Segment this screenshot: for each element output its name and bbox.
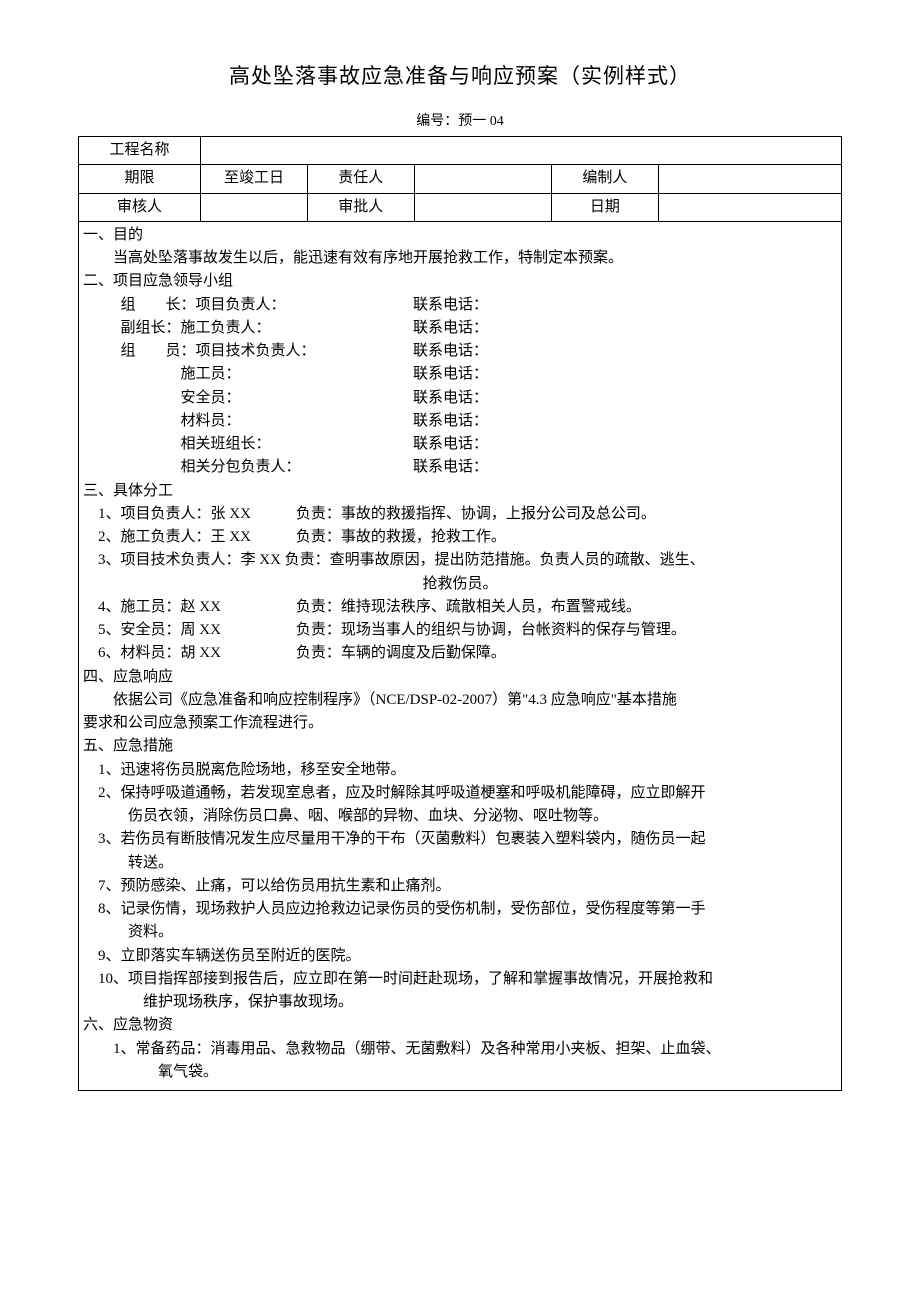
date-label: 日期 bbox=[552, 193, 659, 221]
author-label: 编制人 bbox=[552, 165, 659, 193]
document-title: 高处坠落事故应急准备与响应预案（实例样式） bbox=[78, 60, 842, 93]
role-title: 施工员： bbox=[83, 363, 413, 386]
role-title: 组 长：项目负责人： bbox=[83, 294, 413, 317]
period-label: 期限 bbox=[79, 165, 201, 193]
responsible-label: 责任人 bbox=[307, 165, 414, 193]
section-heading: 三、具体分工 bbox=[83, 480, 837, 503]
measure-item-cont: 转送。 bbox=[83, 852, 837, 875]
measure-item: 7、预防感染、止痛，可以给伤员用抗生素和止痛剂。 bbox=[83, 875, 837, 898]
section-heading: 一、目的 bbox=[83, 224, 837, 247]
measure-item: 8、记录伤情，现场救护人员应边抢救边记录伤员的受伤机制，受伤部位，受伤程度等第一… bbox=[83, 898, 837, 921]
role-line: 相关分包负责人：联系电话： bbox=[83, 456, 837, 479]
role-line: 安全员：联系电话： bbox=[83, 387, 837, 410]
role-line: 组 长：项目负责人：联系电话： bbox=[83, 294, 837, 317]
measure-item: 9、立即落实车辆送伤员至附近的医院。 bbox=[83, 945, 837, 968]
role-line: 施工员：联系电话： bbox=[83, 363, 837, 386]
role-title: 副组长：施工负责人： bbox=[83, 317, 413, 340]
content-area: 一、目的 当高处坠落事故发生以后，能迅速有效有序地开展抢救工作，特制定本预案。 … bbox=[78, 222, 842, 1091]
duty-line: 6、材料员：胡 XX 负责：车辆的调度及后勤保障。 bbox=[83, 642, 837, 665]
period-to-cell: 至竣工日 bbox=[201, 165, 308, 193]
body-text: 依据公司《应急准备和响应控制程序》（NCE/DSP-02-2007）第"4.3 … bbox=[83, 689, 837, 712]
table-row: 审核人 审批人 日期 bbox=[79, 193, 842, 221]
role-phone: 联系电话： bbox=[413, 317, 488, 340]
measure-item: 10、项目指挥部接到报告后，应立即在第一时间赶赴现场，了解和掌握事故情况，开展抢… bbox=[83, 968, 837, 991]
role-title: 材料员： bbox=[83, 410, 413, 433]
role-line: 副组长：施工负责人：联系电话： bbox=[83, 317, 837, 340]
role-phone: 联系电话： bbox=[413, 433, 488, 456]
role-line: 相关班组长：联系电话： bbox=[83, 433, 837, 456]
duty-line: 1、项目负责人：张 XX 负责：事故的救援指挥、协调，上报分公司及总公司。 bbox=[83, 503, 837, 526]
measure-item: 2、保持呼吸道通畅，若发现室息者，应及时解除其呼吸道梗塞和呼吸机能障碍，应立即解… bbox=[83, 782, 837, 805]
duty-line: 3、项目技术负责人：李 XX 负责：查明事故原因，提出防范措施。负责人员的疏散、… bbox=[83, 549, 837, 572]
role-phone: 联系电话： bbox=[413, 363, 488, 386]
document-code: 编号：预一 04 bbox=[78, 111, 842, 133]
role-phone: 联系电话： bbox=[413, 410, 488, 433]
role-phone: 联系电话： bbox=[413, 456, 488, 479]
section-heading: 二、项目应急领导小组 bbox=[83, 270, 837, 293]
approver-cell bbox=[414, 193, 551, 221]
role-title: 相关分包负责人： bbox=[83, 456, 413, 479]
measure-item-cont: 维护现场秩序，保护事故现场。 bbox=[83, 991, 837, 1014]
role-title: 组 员：项目技术负责人： bbox=[83, 340, 413, 363]
reviewer-label: 审核人 bbox=[79, 193, 201, 221]
role-line: 组 员：项目技术负责人：联系电话： bbox=[83, 340, 837, 363]
approver-label: 审批人 bbox=[307, 193, 414, 221]
role-phone: 联系电话： bbox=[413, 387, 488, 410]
section-heading: 五、应急措施 bbox=[83, 735, 837, 758]
supply-item-cont: 氧气袋。 bbox=[83, 1061, 837, 1084]
measure-item-cont: 资料。 bbox=[83, 921, 837, 944]
section-heading: 六、应急物资 bbox=[83, 1014, 837, 1037]
body-text: 要求和公司应急预案工作流程进行。 bbox=[83, 712, 837, 735]
role-phone: 联系电话： bbox=[413, 340, 488, 363]
header-table: 工程名称 期限 至竣工日 责任人 编制人 审核人 审批人 日期 bbox=[78, 136, 842, 222]
measure-item: 3、若伤员有断肢情况发生应尽量用干净的干布（灭菌敷料）包裹装入塑料袋内，随伤员一… bbox=[83, 828, 837, 851]
responsible-cell bbox=[414, 165, 551, 193]
author-cell bbox=[658, 165, 841, 193]
role-line: 材料员：联系电话： bbox=[83, 410, 837, 433]
role-title: 相关班组长： bbox=[83, 433, 413, 456]
section-heading: 四、应急响应 bbox=[83, 666, 837, 689]
duty-line: 5、安全员：周 XX 负责：现场当事人的组织与协调，台帐资料的保存与管理。 bbox=[83, 619, 837, 642]
measure-item: 1、迅速将伤员脱离危险场地，移至安全地带。 bbox=[83, 759, 837, 782]
role-title: 安全员： bbox=[83, 387, 413, 410]
role-phone: 联系电话： bbox=[413, 294, 488, 317]
project-name-label: 工程名称 bbox=[79, 137, 201, 165]
date-cell bbox=[658, 193, 841, 221]
supply-item: 1、常备药品：消毒用品、急救物品（绷带、无菌敷料）及各种常用小夹板、担架、止血袋… bbox=[83, 1038, 837, 1061]
reviewer-cell bbox=[201, 193, 308, 221]
table-row: 期限 至竣工日 责任人 编制人 bbox=[79, 165, 842, 193]
body-text: 当高处坠落事故发生以后，能迅速有效有序地开展抢救工作，特制定本预案。 bbox=[83, 247, 837, 270]
project-name-cell bbox=[201, 137, 842, 165]
measure-item-cont: 伤员衣领，消除伤员口鼻、咽、喉部的异物、血块、分泌物、呕吐物等。 bbox=[83, 805, 837, 828]
table-row: 工程名称 bbox=[79, 137, 842, 165]
duty-line: 4、施工员：赵 XX 负责：维持现法秩序、疏散相关人员，布置警戒线。 bbox=[83, 596, 837, 619]
duty-line: 2、施工负责人：王 XX 负责：事故的救援，抢救工作。 bbox=[83, 526, 837, 549]
duty-line-cont: 抢救伤员。 bbox=[83, 573, 837, 596]
